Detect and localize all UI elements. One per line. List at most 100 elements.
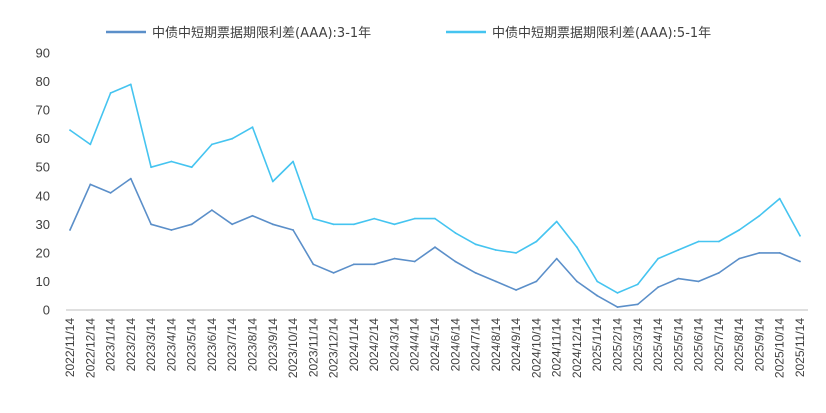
series-2-point xyxy=(373,217,376,220)
series-1-point xyxy=(393,257,396,260)
legend-label-series-2: 中债中短期票据期限利差(AAA):5-1年 xyxy=(492,26,711,41)
x-tick-label: 2023/2/14 xyxy=(124,318,138,372)
series-2-point xyxy=(312,217,315,220)
x-tick-label: 2025/6/14 xyxy=(692,318,706,372)
series-2-point xyxy=(616,292,619,294)
series-1-point xyxy=(535,280,538,283)
series-2-point xyxy=(251,126,254,129)
x-tick-label: 2024/9/14 xyxy=(509,318,523,372)
series-1-point xyxy=(109,192,112,194)
series-2-point xyxy=(231,137,234,140)
series-1-point xyxy=(657,286,659,289)
legend: 中债中短期票据期限利差(AAA):3-1年 中债中短期票据期限利差(AAA):5… xyxy=(106,26,711,41)
series-2-point xyxy=(778,197,781,200)
series-2-point xyxy=(738,229,741,231)
y-axis: 0 10 20 30 40 50 60 70 80 90 xyxy=(36,46,50,318)
series-2-point xyxy=(535,240,538,243)
x-tick-label: 2023/9/14 xyxy=(266,318,280,372)
y-tick-label: 70 xyxy=(36,103,50,118)
x-tick-label: 2025/1/14 xyxy=(590,318,604,372)
series-1-point xyxy=(515,289,517,291)
x-tick-label: 2024/1/14 xyxy=(347,318,361,372)
y-tick-label: 80 xyxy=(36,74,50,89)
series-line-2 xyxy=(69,83,801,294)
series-1-point xyxy=(474,272,477,274)
x-tick-label: 2024/8/14 xyxy=(489,318,503,372)
series-2-point xyxy=(799,234,801,237)
series-1-point xyxy=(312,263,315,266)
series-1-point xyxy=(69,229,71,231)
series-2-point xyxy=(657,257,659,260)
series-1-point xyxy=(555,257,558,260)
series-2-point xyxy=(129,83,132,86)
x-tick-label: 2023/12/14 xyxy=(327,318,341,378)
x-tick-label: 2024/10/14 xyxy=(529,318,543,378)
x-tick-label: 2024/4/14 xyxy=(408,318,422,372)
series-2-point xyxy=(271,180,274,183)
series-2-point xyxy=(413,217,416,220)
series-line-1 xyxy=(69,177,801,308)
series-2-point xyxy=(332,223,335,226)
series-1-point xyxy=(150,223,153,226)
series-1-point xyxy=(190,223,193,226)
series-1-point xyxy=(353,263,355,266)
y-tick-label: 60 xyxy=(36,131,50,146)
series-2-point xyxy=(596,280,599,283)
series-2-point xyxy=(434,217,436,220)
series-2-point xyxy=(677,249,680,251)
series-2-point xyxy=(758,214,761,217)
series-2-point xyxy=(109,92,112,94)
x-tick-label: 2025/10/14 xyxy=(773,318,787,378)
series-1-point xyxy=(434,246,436,249)
x-tick-label: 2025/11/14 xyxy=(793,318,807,377)
series-2-point xyxy=(494,249,497,251)
x-tick-label: 2023/5/14 xyxy=(185,318,199,372)
series-1-point xyxy=(211,209,213,212)
series-1-point xyxy=(373,263,376,266)
series-2-point xyxy=(636,283,639,286)
series-1-point xyxy=(454,260,457,263)
x-tick-label: 2022/12/14 xyxy=(83,318,97,378)
series-1-point xyxy=(292,229,294,231)
series-2-point xyxy=(190,166,193,169)
y-tick-label: 90 xyxy=(36,46,50,61)
x-tick-label: 2023/3/14 xyxy=(144,318,158,372)
series-2-point xyxy=(718,240,720,243)
x-tick-label: 2025/8/14 xyxy=(732,318,746,372)
series-1-point xyxy=(697,280,700,283)
x-tick-label: 2023/4/14 xyxy=(164,318,178,372)
series-1-point xyxy=(778,252,781,254)
y-tick-label: 40 xyxy=(36,188,50,203)
series-1-point xyxy=(332,272,335,274)
y-tick-label: 30 xyxy=(36,217,50,232)
series-2-point xyxy=(150,166,153,169)
y-tick-label: 20 xyxy=(36,245,50,260)
series-2-point xyxy=(170,160,173,163)
series-2-point xyxy=(454,232,457,234)
x-tick-label: 2024/3/14 xyxy=(387,318,401,372)
series-1-point xyxy=(799,260,801,263)
series-1-point xyxy=(231,223,234,226)
x-tick-label: 2024/11/14 xyxy=(550,318,564,377)
x-tick-label: 2023/1/14 xyxy=(104,318,118,372)
x-tick-label: 2024/7/14 xyxy=(469,318,483,372)
x-tick-label: 2024/6/14 xyxy=(448,318,462,372)
series-lines xyxy=(69,83,801,308)
series-1-point xyxy=(758,252,761,254)
series-1-point xyxy=(738,257,741,260)
series-1-point xyxy=(89,183,92,186)
series-1-point xyxy=(636,303,639,306)
x-tick-label: 2024/12/14 xyxy=(570,318,584,378)
series-1-point xyxy=(616,306,619,308)
series-1-point xyxy=(494,280,497,283)
series-1-point xyxy=(413,260,416,263)
x-tick-label: 2025/9/14 xyxy=(752,318,766,372)
series-1-point xyxy=(576,280,578,283)
series-2-point xyxy=(353,223,355,226)
x-tick-label: 2025/5/14 xyxy=(671,318,685,372)
x-tick-label: 2023/10/14 xyxy=(286,318,300,378)
series-2-point xyxy=(474,243,477,246)
series-1-point xyxy=(129,177,132,180)
x-axis: 2022/11/14 2022/12/14 2023/1/14 2023/2/14 20… xyxy=(63,318,807,378)
